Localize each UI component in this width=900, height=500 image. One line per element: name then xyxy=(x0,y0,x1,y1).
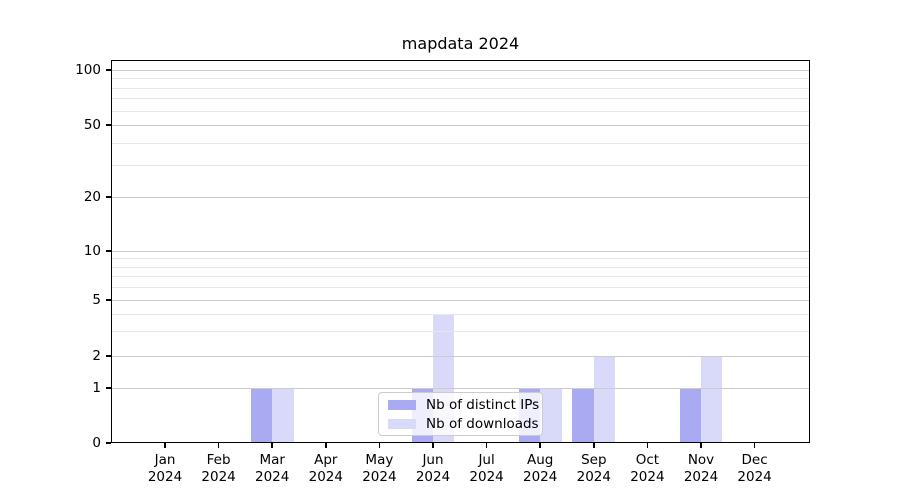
x-axis-tick xyxy=(164,443,166,448)
gridline-major xyxy=(112,356,809,357)
x-axis-tick xyxy=(271,443,273,448)
y-axis-tick xyxy=(106,69,111,71)
y-axis-tick xyxy=(106,442,111,444)
legend-entry-downloads: Nb of downloads xyxy=(388,416,539,432)
y-tick-label: 100 xyxy=(75,62,101,78)
x-tick-label-year: 2024 xyxy=(255,468,290,485)
y-axis-tick xyxy=(106,250,111,252)
x-tick-label: Oct 2024 xyxy=(615,452,679,485)
x-tick-label: Aug 2024 xyxy=(508,452,572,485)
y-axis-tick xyxy=(106,299,111,301)
bar-mar-distinct-ips xyxy=(250,388,273,443)
x-axis-tick xyxy=(432,443,434,448)
bar-aug-downloads xyxy=(540,388,562,443)
y-tick-label: 50 xyxy=(83,117,101,133)
legend: Nb of distinct IPs Nb of downloads xyxy=(378,392,543,436)
gridline-major xyxy=(112,197,809,198)
x-tick-label: Mar 2024 xyxy=(240,452,304,485)
x-tick-label: Feb 2024 xyxy=(187,452,251,485)
x-axis-tick xyxy=(539,443,541,448)
x-axis-tick xyxy=(646,443,649,448)
x-tick-label: Jul 2024 xyxy=(455,452,519,485)
legend-label-downloads: Nb of downloads xyxy=(426,415,539,432)
x-tick-label-year: 2024 xyxy=(147,468,183,485)
gridline-minor xyxy=(112,110,809,112)
x-tick-label: Nov 2024 xyxy=(669,452,733,485)
y-tick-label: 5 xyxy=(92,292,101,308)
x-axis-tick xyxy=(485,443,488,448)
y-axis-tick xyxy=(106,196,111,198)
y-axis-tick xyxy=(106,355,111,357)
x-axis-tick xyxy=(325,443,327,448)
x-axis-tick xyxy=(217,443,220,448)
gridline-minor xyxy=(112,78,809,80)
gridline-minor xyxy=(112,98,809,100)
x-tick-label-year: 2024 xyxy=(576,468,611,485)
y-tick-label: 10 xyxy=(83,243,101,259)
y-axis-tick xyxy=(106,387,111,389)
x-tick-label-year: 2024 xyxy=(308,468,343,485)
gridline-minor xyxy=(112,165,809,167)
x-tick-label: May 2024 xyxy=(347,452,411,485)
y-tick-label: 20 xyxy=(83,189,101,205)
x-tick-label-year: 2024 xyxy=(523,468,558,485)
gridline-minor xyxy=(112,142,809,144)
chart-title: mapdata 2024 xyxy=(401,34,520,53)
x-axis-tick xyxy=(700,443,702,448)
y-tick-label: 1 xyxy=(92,380,101,396)
legend-swatch-downloads xyxy=(388,418,416,429)
legend-swatch-distinct-ips xyxy=(388,399,416,410)
gridline-minor xyxy=(112,287,809,289)
gridline-minor xyxy=(112,313,809,315)
bar-nov-downloads xyxy=(701,356,723,443)
bar-mar-downloads xyxy=(272,388,294,443)
x-axis-tick xyxy=(593,443,595,448)
bar-sep-downloads xyxy=(593,356,616,443)
y-tick-label: 0 xyxy=(92,435,101,451)
gridline-minor xyxy=(112,331,809,333)
x-tick-label-year: 2024 xyxy=(362,468,397,485)
gridline-major xyxy=(112,251,809,252)
gridline-minor xyxy=(112,266,809,268)
gridline-minor xyxy=(112,258,809,260)
gridline-major xyxy=(112,70,809,71)
x-tick-label: Jan 2024 xyxy=(133,452,197,485)
bar-sep-distinct-ips xyxy=(572,388,594,443)
legend-label-distinct-ips: Nb of distinct IPs xyxy=(426,396,540,413)
gridline-minor xyxy=(112,87,809,89)
x-tick-label: Jun 2024 xyxy=(401,452,465,485)
gridline-minor xyxy=(112,276,809,278)
x-tick-label: Sep 2024 xyxy=(562,452,626,485)
y-axis-tick xyxy=(106,124,111,126)
gridline-major xyxy=(112,125,809,126)
bar-nov-distinct-ips xyxy=(679,388,701,443)
x-tick-label-year: 2024 xyxy=(683,468,719,485)
gridline-major xyxy=(112,388,809,389)
gridline-major xyxy=(112,300,809,301)
x-tick-label-year: 2024 xyxy=(630,468,665,485)
x-tick-label-year: 2024 xyxy=(415,468,451,485)
x-axis-tick xyxy=(378,443,381,448)
x-tick-label-year: 2024 xyxy=(469,468,504,485)
y-tick-label: 2 xyxy=(92,348,101,364)
x-tick-label-year: 2024 xyxy=(201,468,236,485)
x-tick-label: Apr 2024 xyxy=(294,452,358,485)
legend-entry-distinct-ips: Nb of distinct IPs xyxy=(388,397,539,413)
x-tick-label-year: 2024 xyxy=(737,468,772,485)
x-axis-tick xyxy=(753,443,756,448)
x-tick-label: Dec 2024 xyxy=(723,452,787,485)
